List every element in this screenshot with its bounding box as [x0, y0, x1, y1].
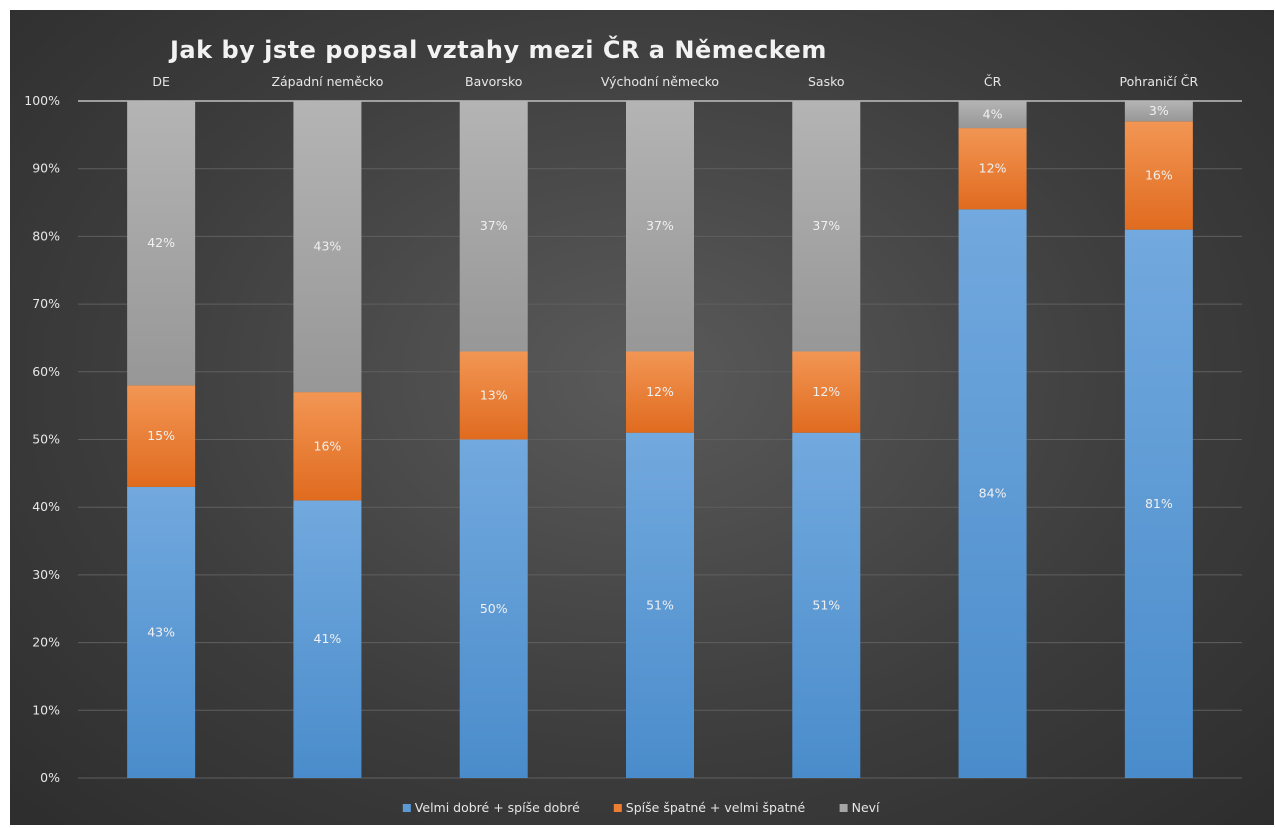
y-tick-label: 20% [32, 635, 60, 650]
bar-segment [127, 101, 196, 386]
data-label: 51% [812, 597, 840, 612]
bar-segment [958, 128, 1027, 210]
legend-label: Neví [852, 800, 880, 815]
data-label: 50% [480, 601, 508, 616]
legend-label: Velmi dobré + spíše dobré [415, 800, 580, 815]
bar-segment [127, 385, 196, 487]
bar-segment [293, 392, 362, 501]
legend-swatch [613, 804, 622, 812]
y-tick-label: 50% [32, 432, 60, 447]
category-label: Bavorsko [465, 74, 522, 89]
bar-segment [1124, 121, 1193, 230]
bar-segment [626, 351, 694, 433]
y-tick-label: 70% [32, 296, 60, 311]
data-label: 43% [314, 239, 342, 254]
data-label: 84% [979, 486, 1007, 501]
y-axis: 0% 10% 20% 30% 40% 50% 60% 70% 80% 90% 100% [24, 93, 60, 785]
legend-swatch [839, 804, 848, 812]
data-label: 12% [646, 384, 674, 399]
category-label: Pohraničí ČR [1120, 74, 1199, 89]
category-label: Západní neměcko [271, 74, 383, 89]
y-tick-label: 90% [32, 161, 60, 176]
chart-area: Jak by jste popsal vztahy mezi ČR a Něme… [10, 10, 1274, 825]
data-label: 15% [147, 428, 175, 443]
bar-segment [792, 101, 861, 352]
data-label: 12% [979, 161, 1007, 176]
category-labels: DE Západní neměcko Bavorsko Východní německ… [152, 74, 1198, 89]
bar-segment [626, 432, 694, 778]
y-tick-label: 80% [32, 228, 60, 243]
bar-segment [958, 209, 1027, 778]
chart-title: Jak by jste popsal vztahy mezi ČR a Něme… [168, 34, 827, 64]
y-tick-label: 30% [32, 567, 60, 582]
data-label: 51% [646, 597, 674, 612]
y-tick-label: 40% [32, 499, 60, 514]
data-label: 3% [1149, 103, 1169, 118]
data-label: 4% [983, 107, 1003, 122]
bar-segment [958, 101, 1027, 129]
bar-segment [293, 500, 362, 778]
category-label: Východní německo [601, 74, 719, 89]
legend-label: Spíše špatné + velmi špatné [626, 800, 806, 815]
legend-swatch [402, 804, 411, 812]
category-label: DE [152, 74, 170, 89]
data-label: 16% [314, 438, 342, 453]
bar-segment [1124, 101, 1193, 122]
data-label: 42% [147, 235, 175, 250]
bars: 43% 15% 42% 41% 16% 43% 50% 13% 37% 51% 12% 37% 51% 1… [127, 101, 1193, 778]
data-label: 37% [812, 218, 840, 233]
bar-segment [1124, 229, 1193, 778]
y-tick-label: 0% [40, 770, 60, 785]
bar-segment [459, 439, 528, 778]
y-tick-label: 100% [24, 93, 60, 108]
bar-segment [459, 101, 528, 352]
data-label: 81% [1145, 496, 1173, 511]
data-label: 37% [646, 218, 674, 233]
y-tick-label: 60% [32, 364, 60, 379]
data-label: 16% [1145, 167, 1173, 182]
data-label: 41% [314, 631, 342, 646]
data-label: 43% [147, 624, 175, 639]
data-label: 37% [480, 218, 508, 233]
data-label: 13% [480, 387, 508, 402]
bar-segment [127, 486, 196, 778]
y-tick-label: 10% [32, 702, 60, 717]
bar-segment [792, 432, 861, 778]
bar-segment [293, 101, 362, 393]
bar-segment [792, 351, 861, 433]
bar-segment [459, 351, 528, 440]
category-label: ČR [984, 74, 1002, 89]
stacked-bar-chart: Jak by jste popsal vztahy mezi ČR a Něme… [24, 34, 1242, 815]
legend: Velmi dobré + spíše dobré Spíše špatné + … [402, 800, 880, 815]
data-label: 12% [812, 384, 840, 399]
bar-segment [626, 101, 694, 352]
category-label: Sasko [808, 74, 845, 89]
